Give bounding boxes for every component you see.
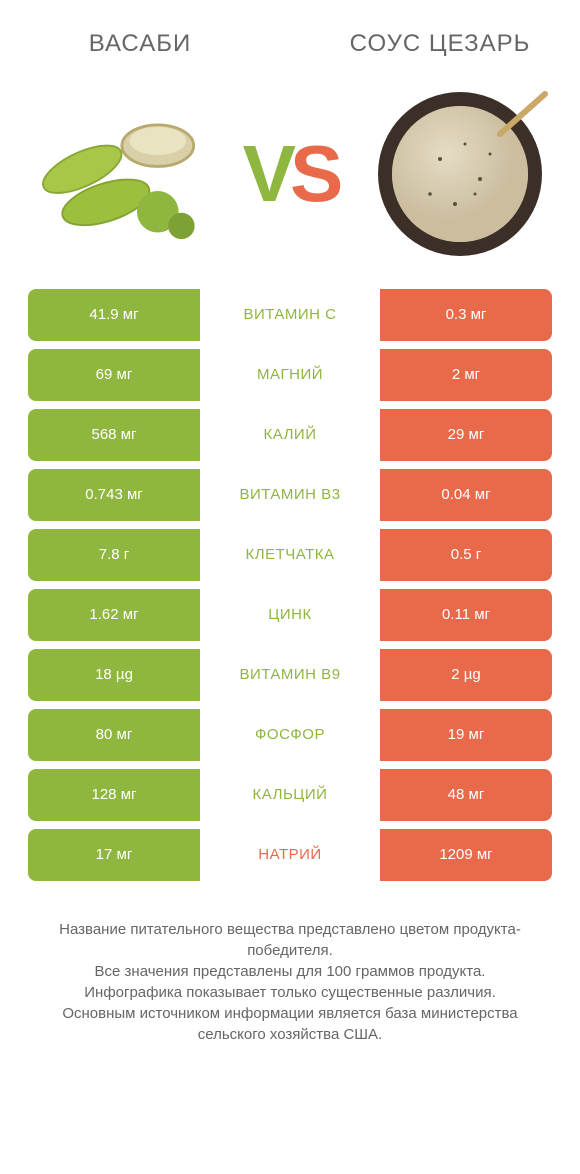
table-row: 128 мгКальций48 мг xyxy=(28,769,552,821)
footer-line: Основным источником информации является … xyxy=(30,1003,550,1045)
cell-right: 48 мг xyxy=(380,769,552,821)
wasabi-image xyxy=(30,84,210,264)
cell-left: 41.9 мг xyxy=(28,289,200,341)
footer-text: Название питательного вещества представл… xyxy=(0,889,580,1045)
cell-left: 128 мг xyxy=(28,769,200,821)
table-row: 80 мгФосфор19 мг xyxy=(28,709,552,761)
images-row: VS xyxy=(0,69,580,289)
cell-right: 29 мг xyxy=(380,409,552,461)
cell-right: 0.04 мг xyxy=(380,469,552,521)
cell-right: 0.3 мг xyxy=(380,289,552,341)
cell-right: 19 мг xyxy=(380,709,552,761)
cell-mid: Кальций xyxy=(200,769,380,821)
cell-right: 1209 мг xyxy=(380,829,552,881)
vs-label: VS xyxy=(243,128,338,220)
table-row: 69 мгМагний2 мг xyxy=(28,349,552,401)
table-row: 18 µgВитамин B92 µg xyxy=(28,649,552,701)
cell-right: 0.5 г xyxy=(380,529,552,581)
cell-mid: Цинк xyxy=(200,589,380,641)
cell-right: 0.11 мг xyxy=(380,589,552,641)
cell-left: 568 мг xyxy=(28,409,200,461)
cell-mid: Витамин C xyxy=(200,289,380,341)
table-row: 41.9 мгВитамин C0.3 мг xyxy=(28,289,552,341)
cell-mid: Фосфор xyxy=(200,709,380,761)
cell-right: 2 µg xyxy=(380,649,552,701)
cell-right: 2 мг xyxy=(380,349,552,401)
cell-left: 69 мг xyxy=(28,349,200,401)
table-row: 568 мгКалий29 мг xyxy=(28,409,552,461)
comparison-table: 41.9 мгВитамин C0.3 мг 69 мгМагний2 мг 568… xyxy=(0,289,580,881)
cell-mid: Калий xyxy=(200,409,380,461)
caesar-image xyxy=(370,84,550,264)
vs-s: S xyxy=(290,128,337,220)
cell-mid: Клетчатка xyxy=(200,529,380,581)
titles-row: Васаби Соус цезарь xyxy=(0,0,580,69)
cell-left: 80 мг xyxy=(28,709,200,761)
cell-left: 18 µg xyxy=(28,649,200,701)
footer-line: Инфографика показывает только существенн… xyxy=(30,982,550,1003)
title-left: Васаби xyxy=(40,30,240,59)
table-row: 7.8 гКлетчатка0.5 г xyxy=(28,529,552,581)
cell-left: 0.743 мг xyxy=(28,469,200,521)
vs-v: V xyxy=(243,128,290,220)
table-row: 1.62 мгЦинк0.11 мг xyxy=(28,589,552,641)
cell-left: 17 мг xyxy=(28,829,200,881)
cell-left: 7.8 г xyxy=(28,529,200,581)
cell-mid: Натрий xyxy=(200,829,380,881)
footer-line: Название питательного вещества представл… xyxy=(30,919,550,961)
cell-mid: Магний xyxy=(200,349,380,401)
table-row: 17 мгНатрий1209 мг xyxy=(28,829,552,881)
title-right: Соус цезарь xyxy=(340,30,540,59)
cell-mid: Витамин B3 xyxy=(200,469,380,521)
cell-left: 1.62 мг xyxy=(28,589,200,641)
cell-mid: Витамин B9 xyxy=(200,649,380,701)
table-row: 0.743 мгВитамин B30.04 мг xyxy=(28,469,552,521)
footer-line: Все значения представлены для 100 граммо… xyxy=(30,961,550,982)
